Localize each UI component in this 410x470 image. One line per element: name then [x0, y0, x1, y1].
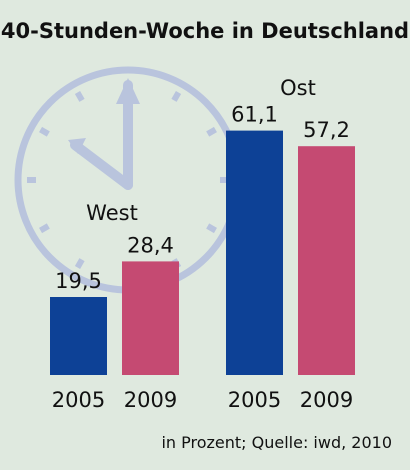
value-labels: 19,5 28,4 61,1 57,2: [55, 103, 350, 293]
tick-label-west-2009: 2009: [124, 388, 177, 412]
bar-ost-2005: [226, 130, 283, 375]
clock-tick: [74, 258, 85, 269]
clock-tick: [171, 91, 182, 102]
value-label-ost-2009: 57,2: [303, 118, 350, 142]
clock-hour-arrow: [68, 138, 86, 154]
tick-label-ost-2009: 2009: [300, 388, 353, 412]
tick-label-ost-2005: 2005: [228, 388, 281, 412]
clock-tick: [39, 223, 50, 234]
value-label-west-2009: 28,4: [127, 233, 174, 257]
bar-west-2009: [122, 261, 179, 375]
clock-tick: [74, 91, 85, 102]
tick-label-west-2005: 2005: [52, 388, 105, 412]
tick-labels: 2005 2009 2005 2009: [52, 388, 353, 412]
group-label-west: West: [86, 201, 138, 225]
value-label-ost-2005: 61,1: [231, 103, 278, 127]
group-label-ost: Ost: [280, 76, 316, 100]
value-label-west-2005: 19,5: [55, 269, 102, 293]
clock-minute-arrow: [116, 78, 140, 104]
bars: [50, 130, 355, 375]
clock-tick: [39, 126, 50, 137]
clock-tick: [206, 223, 217, 234]
chart-title: 40-Stunden-Woche in Deutschland: [1, 19, 409, 43]
source-note: in Prozent; Quelle: iwd, 2010: [161, 433, 392, 452]
bar-ost-2009: [298, 146, 355, 375]
clock-hour-hand: [70, 140, 133, 190]
clock-tick: [206, 126, 217, 137]
bar-west-2005: [50, 297, 107, 375]
